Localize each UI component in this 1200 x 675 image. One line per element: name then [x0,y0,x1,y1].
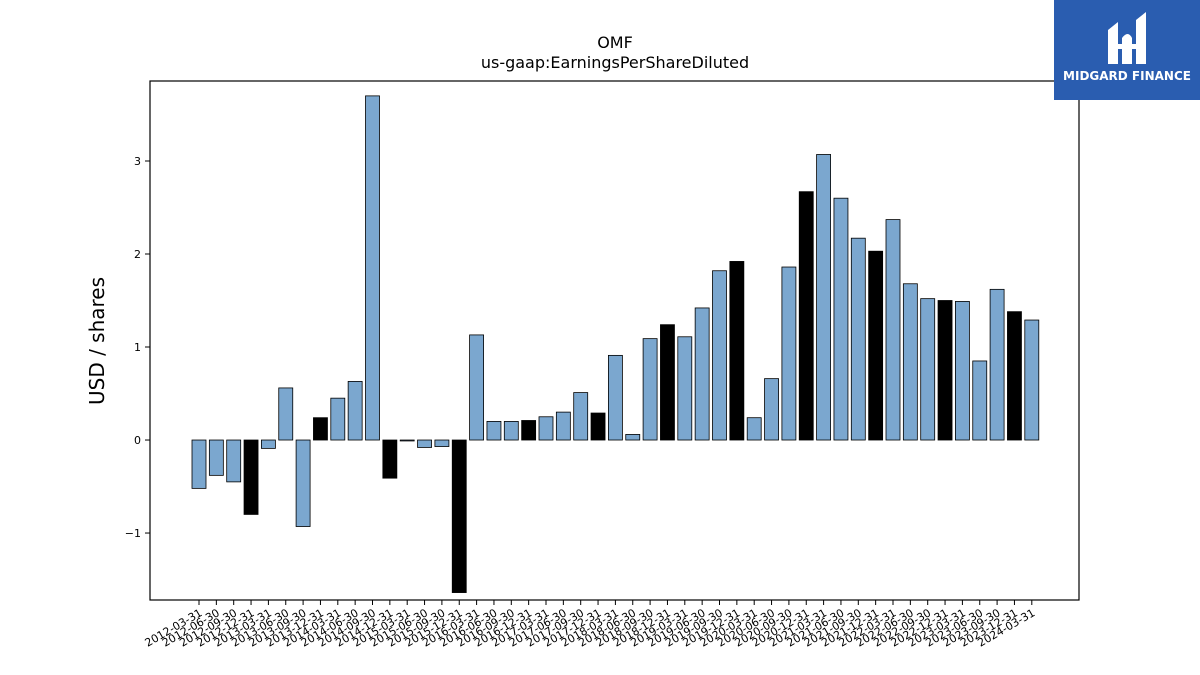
y-axis: −1 0 1 2 3 [125,155,150,540]
plot-frame [149,80,1080,601]
bar [573,392,589,441]
y-tick-label: 0 [134,434,141,447]
bar [729,261,745,441]
bar [902,283,918,441]
bar [191,439,207,489]
bar [677,336,693,441]
y-tick-label: 3 [134,155,141,168]
bar [972,360,988,441]
bar [538,416,554,441]
bar [365,95,380,441]
bar [1007,311,1022,441]
bar [798,191,814,441]
bar [243,439,259,515]
bar [781,266,797,441]
bar [660,324,675,441]
y-tick-label: 1 [134,341,141,354]
bar [850,237,866,441]
bar [434,439,450,447]
bar [313,417,328,441]
bar [642,338,658,441]
bar [694,307,710,441]
bar [746,417,762,441]
bar [937,300,953,441]
bar [451,439,467,593]
chart-title: OMF [597,33,633,52]
bar [295,439,311,527]
bar [347,381,363,441]
bar [1024,319,1040,441]
bar [503,421,519,441]
y-axis-label: USD / shares [85,277,109,405]
bar [816,154,831,441]
bar [868,250,884,441]
bar [469,334,485,441]
bar [382,439,398,479]
y-tick-label: 2 [134,248,141,261]
bar [278,387,294,441]
bars-group [191,95,1040,593]
bar [260,439,276,449]
bar [885,219,901,441]
bar [625,434,641,441]
bar [486,421,502,441]
bar [226,439,242,483]
bar [989,288,1005,441]
bar [955,301,970,441]
brand-logo: MIDGARD FINANCE [1054,0,1200,100]
bar [555,411,571,441]
bar [399,439,415,442]
x-axis: 2012-03-312012-06-302012-09-302012-12-31… [143,600,1037,650]
chart-subtitle: us-gaap:EarningsPerShareDiluted [481,53,749,72]
bar [417,439,432,448]
y-tick-label: −1 [125,527,141,540]
bar [920,298,936,441]
bar [521,420,537,441]
bar [208,439,224,476]
bar [330,397,346,441]
bar [833,197,849,441]
bar [590,412,606,441]
bar [608,354,623,441]
bar [764,378,779,441]
logo-text: MIDGARD FINANCE [1063,69,1191,83]
bar [712,270,727,441]
logo-mark-icon [1108,12,1146,64]
